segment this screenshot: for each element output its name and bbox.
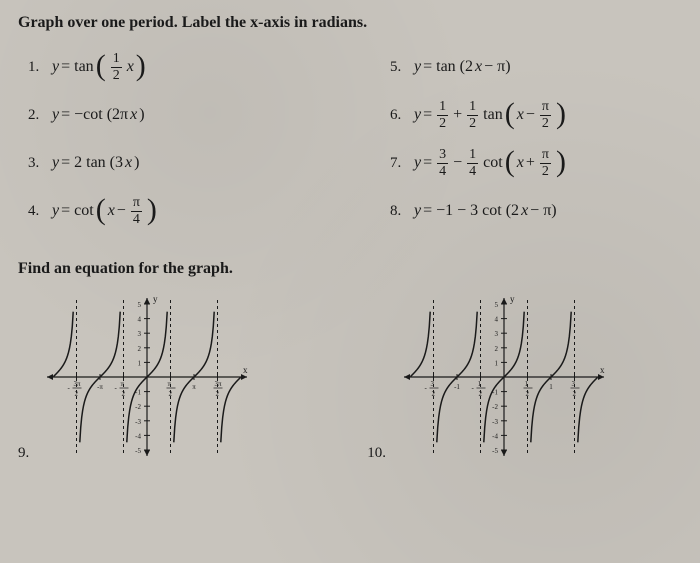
problem-row: 6.y = 12 + 12 tan (x − π2) xyxy=(390,98,682,132)
page-title: Graph over one period. Label the x-axis … xyxy=(18,14,682,32)
problem-row: 8.y = −1 − 3 cot (2x − π) xyxy=(390,194,682,228)
svg-text:3π: 3π xyxy=(74,380,82,388)
svg-text:x: x xyxy=(600,365,605,375)
svg-text:-5: -5 xyxy=(492,447,498,455)
svg-text:5: 5 xyxy=(495,301,499,309)
svg-text:-5: -5 xyxy=(135,447,141,455)
problem-row: 1.y = tan (12x) xyxy=(28,50,320,84)
left-column: 1.y = tan (12x) 2.y = −cot (2πx) 3.y = 2 t… xyxy=(18,42,320,242)
problem-row: 7.y = 34 − 14 cot (x + π2) xyxy=(390,146,682,180)
problem-number: 6. xyxy=(390,107,414,124)
svg-text:1: 1 xyxy=(549,383,553,391)
svg-text:-3: -3 xyxy=(492,418,498,426)
svg-text:-4: -4 xyxy=(135,432,141,440)
graph-10: yx-5-4-3-2-112345-32-1-1212132 xyxy=(394,288,614,466)
svg-text:4: 4 xyxy=(495,316,499,324)
svg-text:y: y xyxy=(510,294,515,304)
problem-number: 2. xyxy=(28,107,52,124)
svg-text:-: - xyxy=(68,384,71,392)
problem-number: 7. xyxy=(390,155,414,172)
problem-equation: y = cot (x − π4) xyxy=(52,196,157,227)
graph-9: yx-5-4-3-2-112345-3π2-π-π2π2π3π2 xyxy=(37,288,257,466)
svg-text:3: 3 xyxy=(495,330,499,338)
graphs-row: 9. yx-5-4-3-2-112345-3π2-π-π2π2π3π2 10. … xyxy=(18,288,682,466)
problem-equation: y = 34 − 14 cot (x + π2) xyxy=(414,148,566,179)
problem-equation: y = −cot (2πx) xyxy=(52,106,145,124)
problem-row: 4.y = cot (x − π4) xyxy=(28,194,320,228)
svg-text:-: - xyxy=(425,384,428,392)
svg-text:π: π xyxy=(192,383,196,391)
graph-9-number: 9. xyxy=(18,445,29,466)
problems-section: 1.y = tan (12x) 2.y = −cot (2πx) 3.y = 2 t… xyxy=(18,42,682,242)
problem-row: 3.y = 2 tan (3x) xyxy=(28,146,320,180)
problem-number: 5. xyxy=(390,59,414,76)
graph-10-number: 10. xyxy=(367,445,386,466)
section2-title: Find an equation for the graph. xyxy=(18,260,682,278)
svg-text:4: 4 xyxy=(138,316,142,324)
svg-text:-2: -2 xyxy=(492,403,498,411)
svg-text:2: 2 xyxy=(495,345,499,353)
problem-number: 3. xyxy=(28,155,52,172)
svg-text:3π: 3π xyxy=(215,380,223,388)
svg-text:1: 1 xyxy=(138,359,142,367)
problem-number: 4. xyxy=(28,203,52,220)
svg-text:x: x xyxy=(243,365,248,375)
problem-equation: y = tan (2x − π) xyxy=(414,58,511,76)
problem-row: 5.y = tan (2x − π) xyxy=(390,50,682,84)
svg-text:5: 5 xyxy=(138,301,142,309)
svg-text:3: 3 xyxy=(138,330,142,338)
problem-number: 8. xyxy=(390,203,414,220)
svg-text:-4: -4 xyxy=(492,432,498,440)
problem-equation: y = tan (12x) xyxy=(52,52,146,83)
svg-text:-: - xyxy=(472,384,475,392)
svg-text:-2: -2 xyxy=(135,403,141,411)
right-column: 5.y = tan (2x − π) 6.y = 12 + 12 tan (x −… xyxy=(380,42,682,242)
problem-number: 1. xyxy=(28,59,52,76)
problem-row: 2.y = −cot (2πx) xyxy=(28,98,320,132)
problem-equation: y = 2 tan (3x) xyxy=(52,154,139,172)
graph-10-wrap: 10. yx-5-4-3-2-112345-32-1-1212132 xyxy=(367,288,614,466)
problem-equation: y = −1 − 3 cot (2x − π) xyxy=(414,202,557,220)
svg-text:-1: -1 xyxy=(454,383,460,391)
graph-9-wrap: 9. yx-5-4-3-2-112345-3π2-π-π2π2π3π2 xyxy=(18,288,257,466)
svg-text:-: - xyxy=(115,384,118,392)
svg-text:y: y xyxy=(153,294,158,304)
svg-text:-3: -3 xyxy=(135,418,141,426)
svg-text:-π: -π xyxy=(97,383,103,391)
svg-text:2: 2 xyxy=(138,345,142,353)
problem-equation: y = 12 + 12 tan (x − π2) xyxy=(414,100,566,131)
svg-text:1: 1 xyxy=(495,359,499,367)
